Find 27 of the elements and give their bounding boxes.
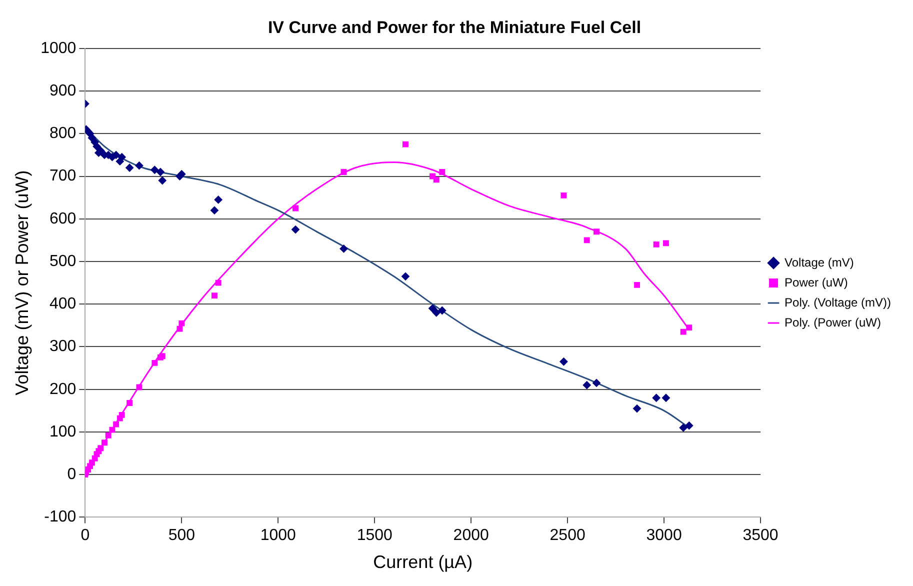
y-tick-label: 400 [49,296,76,313]
y-tick-label: 100 [49,423,76,440]
y-tick-label: 200 [49,380,76,398]
x-tick-label: 3500 [742,527,778,544]
legend-label: Voltage (mV) [784,255,854,270]
legend-label: Poly. (Power (uW) [784,315,881,330]
chart-title: IV Curve and Power for the Miniature Fuel Cell [268,18,642,37]
x-tick-label: 0 [80,527,90,544]
y-tick-label: 500 [49,252,76,270]
y-tick-label: 600 [49,210,76,228]
y-tick-label: 0 [67,466,76,483]
x-axis-title: Current (µA) [373,552,473,572]
legend-label: Poly. (Voltage (mV)) [784,295,892,310]
x-tick-label: 3000 [646,527,682,544]
y-tick-label: 700 [49,168,76,185]
x-tick-label: 2000 [453,527,489,544]
legend-label: Power (uW) [784,275,848,290]
x-tick-label: 500 [168,527,196,544]
y-tick-label: 800 [49,125,76,142]
y-axis-title: Voltage (mV) or Power (uW) [12,170,32,396]
x-tick-label: 2500 [550,527,586,544]
y-tick-label: 300 [49,338,76,356]
y-tick-label: -100 [44,508,76,526]
y-tick-label: 1000 [40,40,76,57]
y-tick-label: 900 [49,82,76,100]
x-tick-label: 1000 [260,527,296,544]
x-tick-label: 1500 [356,527,393,544]
